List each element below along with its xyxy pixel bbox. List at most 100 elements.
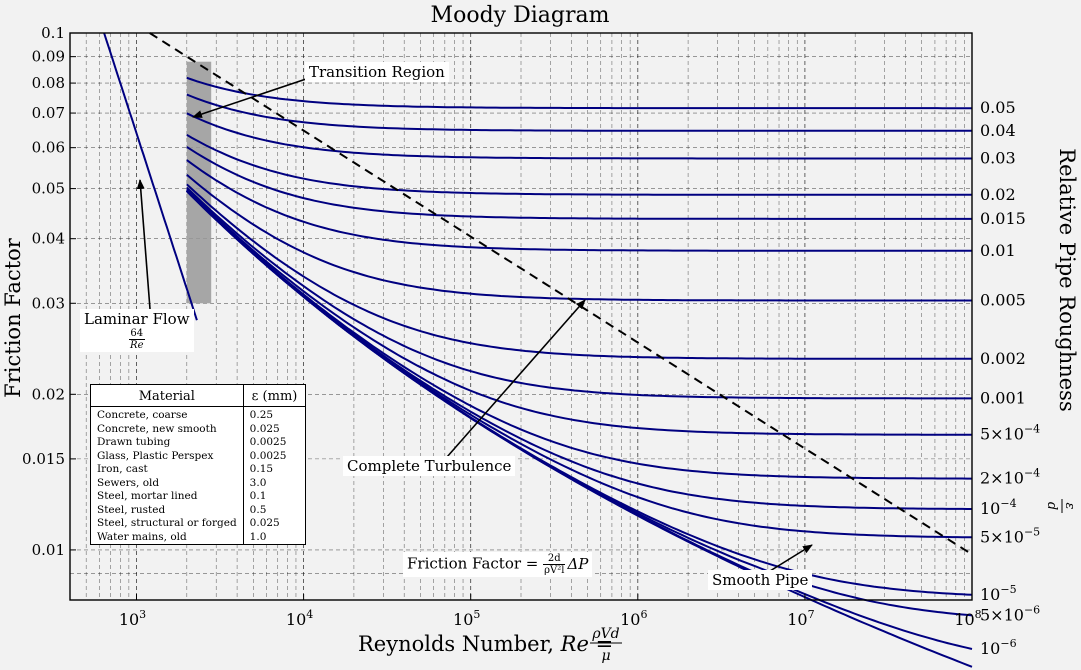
material-name: Concrete, coarse	[97, 409, 188, 421]
roughness-curve-0	[186, 76, 972, 110]
roughness-label: 0.015	[980, 209, 1026, 228]
roughness-label: 10−6	[980, 637, 1017, 658]
material-name: Steel, structural or forged	[97, 517, 237, 529]
x-tick-label: 103	[119, 608, 146, 629]
material-roughness: 0.025	[242, 517, 306, 531]
material-roughness: 0.15	[242, 463, 306, 477]
plot-frame	[69, 32, 973, 601]
roughness-curve-3	[186, 133, 972, 196]
materials-header-material: Material	[91, 385, 244, 407]
materials-row: Water mains, old 1.0	[91, 530, 306, 544]
x-axis-label-num: ρVd	[591, 626, 619, 642]
x-tick-label: 105	[453, 608, 480, 629]
material-roughness: 0.5	[242, 503, 306, 517]
svg-text:Reynolds Number, Re =: Reynolds Number, Re =	[358, 632, 613, 656]
roughness-label: 0.02	[980, 185, 1016, 204]
roughness-label: 0.04	[980, 121, 1016, 140]
y2-axis-label-text: Relative Pipe Roughness	[1055, 148, 1079, 411]
y-tick-label: 0.06	[32, 139, 65, 157]
roughness-label: 5×10−6	[980, 603, 1040, 624]
roughness-label: 5×10−4	[980, 423, 1040, 444]
material-name: Steel, rusted	[97, 503, 166, 516]
chart-title: Moody Diagram	[431, 3, 610, 28]
x-tick-label: 104	[286, 608, 313, 629]
materials-row: Steel, rusted 0.5	[91, 503, 306, 517]
y-tick-label: 0.08	[32, 74, 65, 92]
formula-prefix: Friction Factor =	[407, 554, 544, 573]
materials-header-row: Material ε (mm)	[91, 385, 306, 407]
roughness-label: 0.01	[980, 241, 1016, 260]
laminar-num: 64	[129, 328, 145, 340]
material-roughness: 1.0	[242, 530, 306, 544]
formula-suffix: ΔP	[567, 554, 589, 573]
y-axis-label: Friction Factor	[1, 237, 25, 398]
laminar-arrow	[136, 179, 151, 310]
y-tick-label: 0.04	[32, 230, 65, 248]
formula-num: 2d	[543, 553, 566, 565]
roughness-curve-5	[186, 159, 972, 252]
material-roughness: 3.0	[242, 476, 306, 490]
formula-den: ρV²l	[544, 565, 565, 576]
material-name: Drawn tubing	[97, 436, 171, 448]
materials-table: Material ε (mm) Concrete, coarse 0.25 Conc…	[90, 384, 307, 545]
smooth-pipe-label: Smooth Pipe	[708, 570, 813, 590]
material-roughness: 0.0025	[242, 449, 306, 463]
materials-row: Sewers, old 3.0	[91, 476, 306, 490]
x-axis-label: Reynolds Number, Re = ρVd μ	[358, 626, 622, 664]
roughness-curve-7	[186, 183, 972, 360]
roughness-label: 5×10−5	[980, 525, 1040, 546]
x-axis-label-den: μ	[601, 648, 610, 664]
roughness-label: 0.005	[980, 291, 1026, 310]
roughness-curve-2	[186, 112, 972, 160]
material-roughness: 0.025	[242, 422, 306, 436]
laminar-den: Re	[130, 340, 144, 351]
x-axis-label-eq: =	[589, 632, 613, 656]
material-name: Glass, Plastic Perspex	[97, 449, 214, 462]
roughness-curve-9	[186, 188, 972, 436]
roughness-label: 0.001	[980, 388, 1026, 407]
material-roughness: 0.0025	[242, 436, 306, 450]
roughness-curve-1	[186, 93, 972, 132]
y2-axis-label-den: d	[1044, 502, 1059, 510]
roughness-label: 0.05	[980, 98, 1016, 117]
transition-arrow	[192, 76, 313, 118]
roughness-curve-4	[186, 146, 972, 220]
roughness-label: 10−5	[980, 583, 1017, 604]
y-tick-label: 0.01	[32, 541, 65, 559]
y-tick-label: 0.09	[32, 48, 65, 66]
laminar-flow-line	[103, 32, 198, 321]
smooth-pipe-curve	[186, 190, 973, 668]
materials-row: Drawn tubing 0.0025	[91, 436, 306, 450]
axes-frame	[69, 32, 973, 601]
x-axis-label-var: Re	[560, 632, 589, 656]
complete-turbulence-arrow	[446, 299, 586, 458]
laminar-flow-label: Laminar Flow 64 Re	[80, 309, 194, 352]
smooth-pipe-arrow	[769, 544, 813, 572]
material-roughness: 0.1	[242, 490, 306, 504]
materials-row: Glass, Plastic Perspex 0.0025	[91, 449, 306, 463]
roughness-curve-6	[186, 173, 972, 302]
curves	[103, 32, 973, 668]
materials-row: Concrete, coarse 0.25	[91, 406, 306, 423]
material-name: Water mains, old	[97, 530, 187, 543]
laminar-formula: 64 Re	[129, 328, 145, 351]
y2-axis-label-num: ε	[1062, 503, 1077, 510]
laminar-flow-text: Laminar Flow	[84, 310, 190, 328]
friction-factor-formula: Friction Factor = 2d ρV²l ΔP	[403, 552, 593, 577]
y-tick-label: 0.02	[32, 385, 65, 403]
y-tick-label: 0.07	[32, 104, 65, 122]
x-tick-label: 107	[787, 608, 814, 629]
y-tick-label: 0.05	[32, 180, 65, 198]
x-axis-label-prefix: Reynolds Number,	[358, 632, 561, 656]
material-name: Iron, cast	[97, 463, 148, 475]
complete-turbulence-label: Complete Turbulence	[343, 456, 516, 476]
annotation-arrows	[136, 76, 813, 572]
roughness-label: 2×10−4	[980, 467, 1040, 488]
material-name: Sewers, old	[97, 476, 160, 489]
material-roughness: 0.25	[242, 406, 306, 423]
tick-labels: 103 104 105 106 107 108 0.1 0.09 0.08 0.07 0.06 0.0…	[22, 24, 1040, 658]
y-tick-label: 0.03	[32, 294, 65, 312]
transition-region	[186, 61, 212, 304]
